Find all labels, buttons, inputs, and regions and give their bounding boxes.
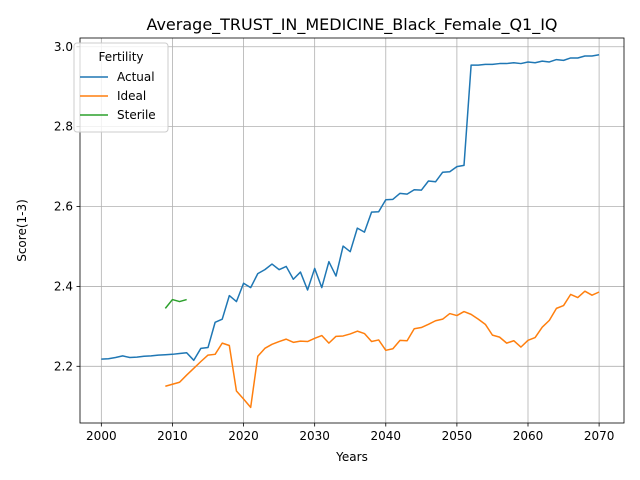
chart-title: Average_TRUST_IN_MEDICINE_Black_Female_Q…	[146, 15, 557, 35]
y-tick-label: 2.2	[54, 359, 73, 373]
x-tick-label: 2030	[299, 429, 330, 443]
series-line-ideal	[165, 290, 600, 409]
legend: Fertility Actual Ideal Sterile	[73, 42, 169, 133]
series-line-sterile	[164, 298, 187, 309]
legend-label-sterile: Sterile	[117, 108, 156, 122]
x-tick-label: 2050	[442, 429, 473, 443]
series-line-actual	[101, 54, 600, 362]
legend-label-actual: Actual	[117, 70, 155, 84]
x-tick-label: 2040	[371, 429, 402, 443]
x-tick-label: 2020	[228, 429, 259, 443]
y-tick-label: 2.4	[54, 279, 73, 293]
y-axis-label: Score(1-3)	[15, 199, 29, 262]
legend-title: Fertility	[98, 50, 143, 64]
plot-area-frame	[79, 37, 625, 424]
legend-box	[73, 42, 169, 133]
y-tick-label: 3.0	[54, 40, 73, 54]
y-tick-label: 2.6	[54, 200, 73, 214]
x-tick-label: 2000	[86, 429, 117, 443]
series-lines	[101, 54, 600, 409]
y-axis-ticks: 2.2 2.4 2.6 2.8 3.0	[54, 40, 80, 373]
x-tick-label: 2010	[157, 429, 188, 443]
grid	[80, 38, 624, 423]
legend-label-ideal: Ideal	[117, 89, 146, 103]
x-tick-label: 2070	[584, 429, 615, 443]
x-axis-label: Years	[335, 450, 368, 464]
x-tick-label: 2060	[513, 429, 544, 443]
x-axis-ticks: 2000 2010 2020 2030 2040 2050 2060 2070	[86, 423, 614, 443]
y-tick-label: 2.8	[54, 120, 73, 134]
